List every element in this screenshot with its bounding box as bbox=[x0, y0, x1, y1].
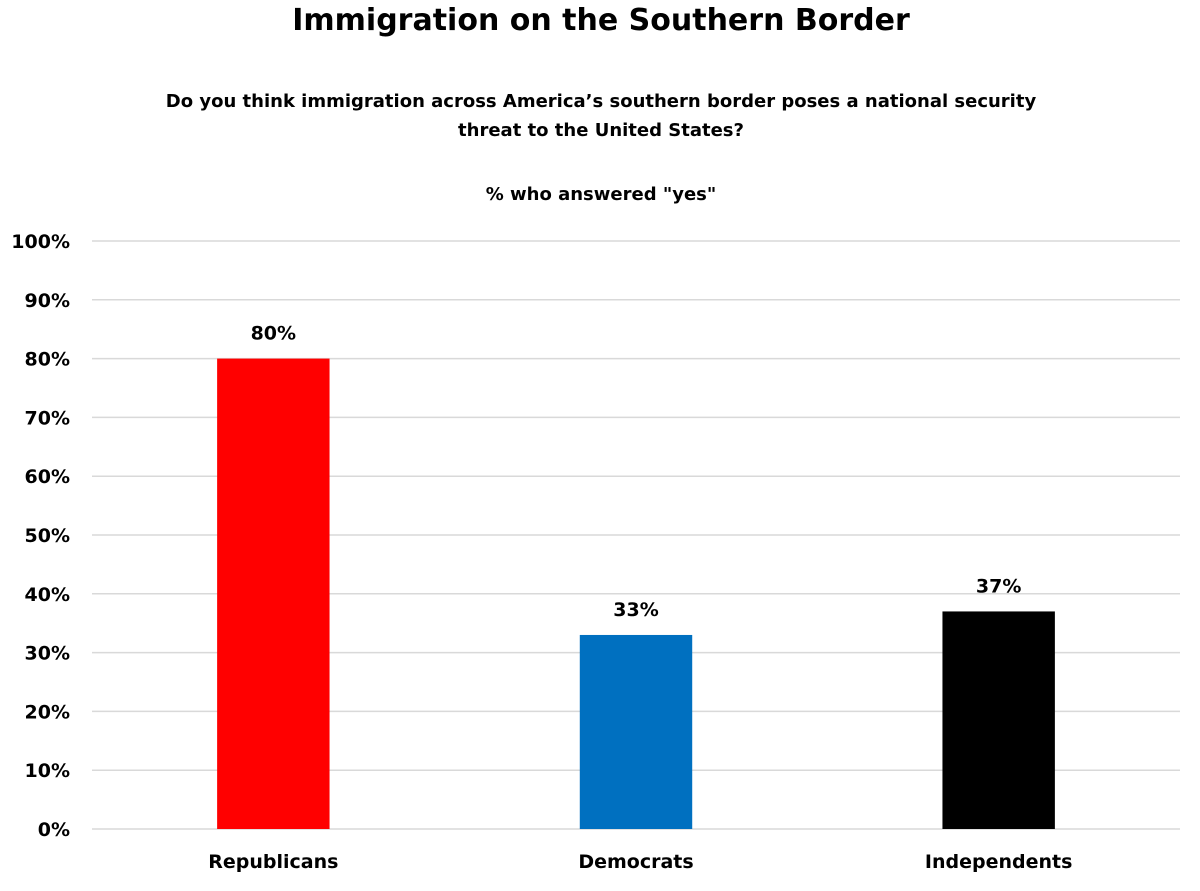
y-tick-label: 0% bbox=[38, 819, 70, 841]
chart-subtitle-line-1: Do you think immigration across America’… bbox=[166, 91, 1037, 112]
bar-republicans bbox=[217, 358, 330, 829]
data-label: 80% bbox=[251, 323, 296, 345]
y-tick-label: 30% bbox=[25, 643, 70, 665]
x-category-label: Democrats bbox=[578, 851, 693, 873]
y-tick-label: 90% bbox=[25, 290, 70, 312]
x-category-label: Republicans bbox=[208, 851, 338, 873]
y-tick-label: 80% bbox=[25, 349, 70, 371]
y-tick-label: 20% bbox=[25, 701, 70, 723]
data-label: 37% bbox=[976, 575, 1021, 597]
y-axis: 0% 10% 20% 30% 40% 50% 60% 70% 80% 90% 100% bbox=[11, 231, 70, 841]
y-tick-label: 40% bbox=[25, 584, 70, 606]
data-label: 33% bbox=[613, 599, 658, 621]
y-tick-label: 70% bbox=[25, 407, 70, 429]
bar-independents bbox=[942, 611, 1055, 829]
y-tick-label: 10% bbox=[25, 760, 70, 782]
bar-democrats bbox=[579, 634, 693, 829]
x-axis: Republicans Democrats Independents bbox=[208, 851, 1072, 873]
chart-title: Immigration on the Southern Border bbox=[292, 3, 910, 38]
y-tick-label: 50% bbox=[25, 525, 70, 547]
chart-subtitle-line-2: threat to the United States? bbox=[458, 120, 744, 141]
bars: 80% 33% 37% bbox=[217, 323, 1055, 829]
y-tick-label: 60% bbox=[25, 466, 70, 488]
measure-label: % who answered "yes" bbox=[486, 184, 717, 205]
y-tick-label: 100% bbox=[11, 231, 70, 253]
x-category-label: Independents bbox=[925, 851, 1073, 873]
